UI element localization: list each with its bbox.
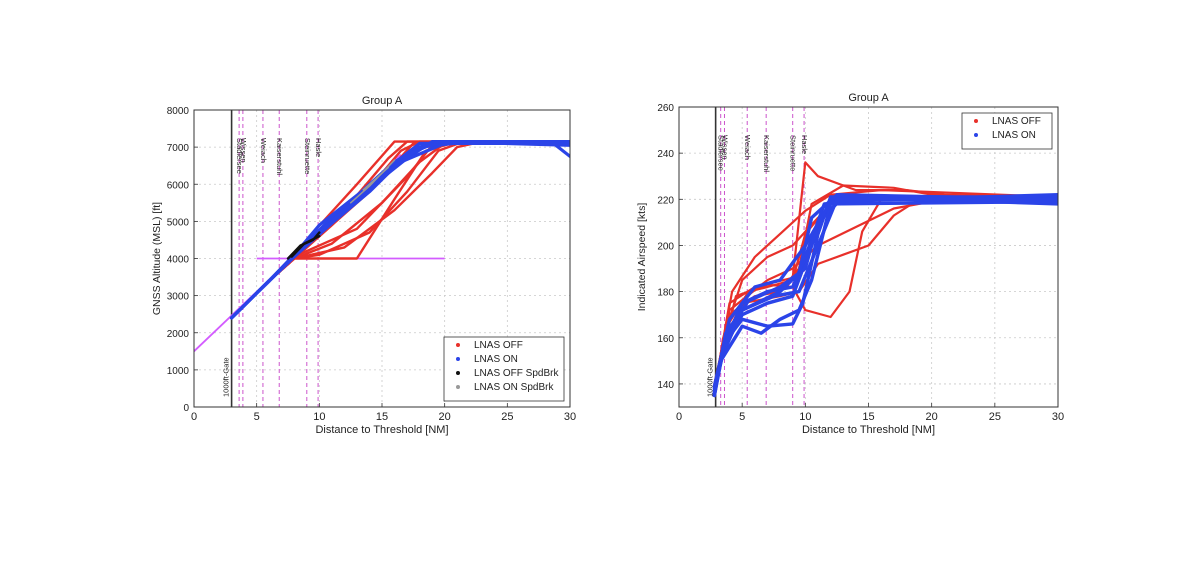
waypoint-label: Stadlersee xyxy=(235,138,244,174)
legend: LNAS OFF LNAS ON LNAS OFF SpdBrk LNAS ON Sp… xyxy=(443,336,565,402)
legend-marker xyxy=(456,357,460,361)
x-tick-label: 5 xyxy=(254,411,260,423)
airspeed-chart: 0 5 10 15 20 25 30 140 160 180 200 220 240 260 1000ft-… xyxy=(636,92,1064,436)
y-tick-label: 4000 xyxy=(167,255,190,266)
x-tick-label: 25 xyxy=(989,411,1001,423)
series-lnas-off-spdbrk xyxy=(286,231,321,260)
waypoint-label: Kaiserstuhl xyxy=(762,135,771,172)
series-line xyxy=(712,197,1058,395)
series-line xyxy=(290,235,321,258)
legend-label: LNAS OFF SpdBrk xyxy=(474,368,559,379)
x-tick-label: 30 xyxy=(564,411,576,423)
waypoint-label: Weiach xyxy=(259,138,268,163)
y-tick-label: 200 xyxy=(657,241,674,252)
waypoint-label: Stadlersee xyxy=(717,135,726,171)
waypoint-label: Weiach xyxy=(743,135,752,160)
plot-content xyxy=(194,110,570,407)
axes-frame xyxy=(193,109,571,408)
y-tick-label: 220 xyxy=(657,195,674,206)
waypoint-label: Hasle xyxy=(314,138,323,157)
legend-marker xyxy=(456,371,460,375)
y-tick-label: 1000 xyxy=(167,366,190,377)
legend-label: LNAS OFF xyxy=(474,340,523,351)
waypoint-label: Wissen xyxy=(720,135,729,160)
legend-label: LNAS ON xyxy=(992,130,1036,141)
y-tick-label: 2000 xyxy=(167,329,190,340)
y-tick-label: 6000 xyxy=(167,180,190,191)
y-tick-label: 180 xyxy=(657,288,674,299)
waypoint-label: Steinruette xyxy=(789,135,798,171)
x-tick-label: 20 xyxy=(439,411,451,423)
waypoint-label: Kaiserstuhl xyxy=(275,138,284,175)
legend-label: LNAS ON SpdBrk xyxy=(474,382,554,393)
x-tick-label: 20 xyxy=(926,411,938,423)
x-axis-label: Distance to Threshold [NM] xyxy=(802,424,935,436)
x-tick-label: 5 xyxy=(739,411,745,423)
series-line xyxy=(712,193,1058,398)
series-lnas-on xyxy=(712,193,1058,398)
x-tick-label: 10 xyxy=(313,411,325,423)
x-tick-label: 0 xyxy=(676,411,682,423)
y-tick-label: 7000 xyxy=(167,143,190,154)
series-line xyxy=(230,141,570,320)
x-tick-label: 0 xyxy=(191,411,197,423)
waypoint-label: Steinruette xyxy=(303,138,312,174)
legend-marker xyxy=(456,385,460,389)
legend-box xyxy=(961,112,1053,150)
series-line xyxy=(712,193,1058,388)
chart-title: Group A xyxy=(362,95,403,107)
y-tick-label: 140 xyxy=(657,380,674,391)
chart-title: Group A xyxy=(848,92,889,104)
waypoint-label: Hasle xyxy=(800,135,809,154)
legend-label: LNAS OFF xyxy=(992,116,1041,127)
y-tick-label: 240 xyxy=(657,149,674,160)
gate-label: 1000ft-Gate xyxy=(222,357,231,397)
y-tick-label: 5000 xyxy=(167,217,190,228)
y-axis-label: GNSS Altitude (MSL) [ft] xyxy=(151,202,163,315)
series-line xyxy=(713,189,1058,390)
legend-marker xyxy=(974,119,978,123)
x-tick-label: 15 xyxy=(862,411,874,423)
y-tick-label: 160 xyxy=(657,334,674,345)
y-tick-label: 3000 xyxy=(167,292,190,303)
plot-content xyxy=(712,107,1058,407)
y-tick-label: 260 xyxy=(657,103,674,114)
gate-label: 1000ft-Gate xyxy=(706,357,715,397)
series-lnas-on-spdbrk xyxy=(349,159,396,204)
legend-box xyxy=(443,336,565,402)
y-tick-label: 0 xyxy=(183,403,189,414)
x-tick-label: 30 xyxy=(1052,411,1064,423)
axes-frame xyxy=(678,106,1059,408)
altitude-chart: 0 5 10 15 20 25 30 0 1000 2000 3000 4000 5000 6000 700… xyxy=(151,95,576,436)
y-axis-label: Indicated Airspeed [kts] xyxy=(636,203,648,312)
legend-marker xyxy=(456,343,460,347)
y-tick-label: 8000 xyxy=(167,106,190,117)
x-axis-label: Distance to Threshold [NM] xyxy=(315,424,448,436)
series-lnas-on xyxy=(230,140,570,320)
x-tick-label: 25 xyxy=(501,411,513,423)
legend: LNAS OFF LNAS ON xyxy=(961,112,1053,150)
waypoint-label: Wissen xyxy=(239,138,248,163)
legend-marker xyxy=(974,133,978,137)
x-tick-label: 10 xyxy=(799,411,811,423)
x-tick-label: 15 xyxy=(376,411,388,423)
series-line xyxy=(362,166,390,191)
legend-label: LNAS ON xyxy=(474,354,518,365)
